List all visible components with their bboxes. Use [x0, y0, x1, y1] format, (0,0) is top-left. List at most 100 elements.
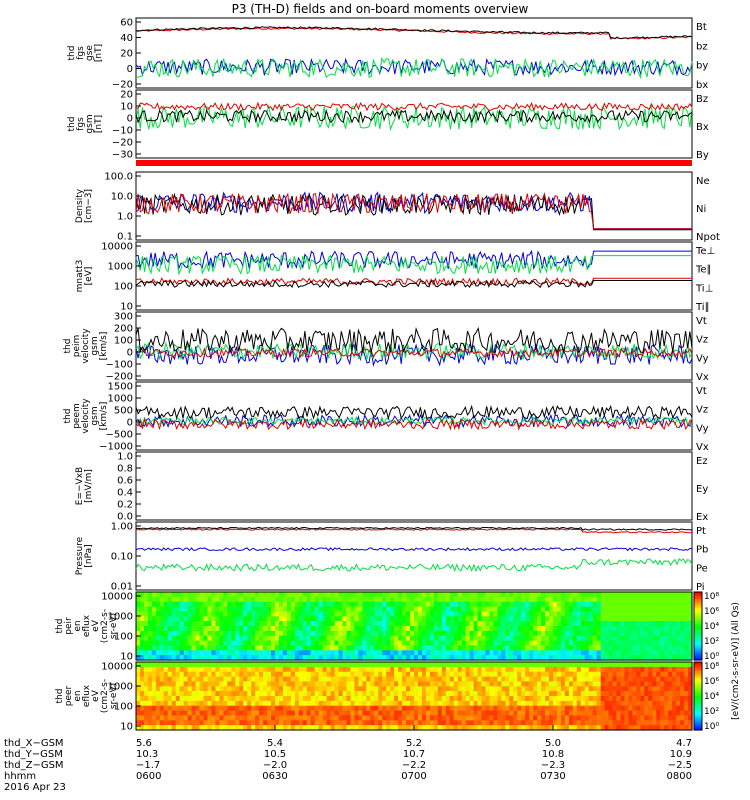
- heatmap-cell: [537, 611, 542, 617]
- heatmap-cell: [203, 671, 209, 678]
- heatmap-cell: [235, 626, 240, 632]
- heatmap-cell: [509, 655, 514, 661]
- heatmap-cell: [410, 666, 415, 673]
- heatmap-cell: [485, 691, 491, 697]
- heatmap-cell: [521, 715, 526, 721]
- heatmap-cell: [521, 621, 526, 627]
- heatmap-cell: [572, 635, 578, 642]
- y-tick-label: 10: [120, 102, 133, 113]
- heatmap-cell: [537, 700, 542, 707]
- y-label-line: [nT]: [94, 44, 104, 62]
- heatmap-cell: [378, 725, 383, 731]
- heatmap-cell: [624, 655, 630, 661]
- heatmap-cell: [525, 626, 530, 632]
- heatmap-cell: [302, 700, 308, 707]
- heatmap-cell: [211, 635, 217, 642]
- heatmap-cell: [183, 630, 189, 637]
- y-tick-label: 20: [120, 49, 133, 60]
- heatmap-cell: [167, 640, 173, 647]
- heatmap-cell: [521, 606, 526, 613]
- heatmap-cell: [310, 635, 316, 642]
- heatmap-cell: [676, 596, 681, 603]
- heatmap-cell: [676, 640, 681, 647]
- heatmap-cell: [521, 592, 526, 598]
- heatmap-cell: [406, 640, 411, 647]
- heatmap-cell: [231, 666, 236, 673]
- heatmap-cell: [684, 662, 689, 668]
- heatmap-cell: [183, 686, 189, 692]
- heatmap-cell: [489, 655, 495, 661]
- heatmap-cell: [521, 686, 526, 692]
- heatmap-cell: [231, 720, 236, 726]
- heatmap-cell: [318, 705, 324, 712]
- heatmap-cell: [449, 720, 455, 726]
- heatmap-cell: [445, 626, 451, 632]
- heatmap-cell: [294, 681, 300, 687]
- heatmap-cell: [457, 696, 463, 702]
- heatmap-cell: [163, 720, 169, 726]
- heatmap-cell: [465, 662, 471, 668]
- heatmap-cell: [394, 645, 399, 651]
- heatmap-cell: [505, 645, 510, 651]
- heatmap-cell: [421, 650, 427, 656]
- heatmap-cell: [298, 725, 304, 731]
- heatmap-cell: [247, 635, 252, 642]
- heatmap-cell: [469, 645, 475, 651]
- y-tick-label: 0.4: [117, 488, 133, 499]
- heatmap-cell: [223, 645, 228, 651]
- heatmap-cell: [414, 592, 419, 598]
- heatmap-cell: [425, 596, 431, 603]
- heatmap-cell: [429, 611, 435, 617]
- heatmap-cell: [652, 635, 657, 642]
- heatmap-cell: [167, 705, 173, 712]
- heatmap-cell: [136, 666, 141, 673]
- heatmap-cell: [207, 705, 213, 712]
- heatmap-cell: [143, 616, 149, 622]
- heatmap-cell: [501, 691, 506, 697]
- heatmap-cell: [425, 626, 431, 632]
- heatmap-cell: [330, 691, 336, 697]
- heatmap-cell: [489, 671, 495, 678]
- heatmap-cell: [398, 720, 403, 726]
- heatmap-cell: [171, 676, 177, 683]
- heatmap-cell: [557, 720, 562, 726]
- heatmap-cell: [513, 715, 518, 721]
- heatmap-cell: [596, 650, 602, 656]
- heatmap-cell: [616, 696, 622, 702]
- heatmap-cell: [660, 592, 665, 598]
- heatmap-cell: [330, 686, 336, 692]
- heatmap-cell: [636, 621, 641, 627]
- heatmap-cell: [521, 676, 526, 683]
- heatmap-cell: [366, 715, 371, 721]
- heatmap-cell: [267, 606, 272, 613]
- heatmap-cell: [541, 700, 546, 707]
- heatmap-cell: [330, 650, 336, 656]
- heatmap-cell: [203, 676, 209, 683]
- heatmap-cell: [636, 681, 641, 687]
- heatmap-cell: [251, 616, 256, 622]
- heatmap-cell: [608, 650, 614, 656]
- heatmap-cell: [251, 700, 256, 707]
- heatmap-cell: [259, 601, 264, 608]
- heatmap-cell: [183, 700, 189, 707]
- heatmap-cell: [553, 705, 558, 712]
- heatmap-cell: [386, 616, 391, 622]
- heatmap-cell: [223, 700, 228, 707]
- heatmap-cell: [239, 592, 244, 598]
- legend-entry: Npot: [696, 232, 720, 243]
- heatmap-cell: [386, 635, 391, 642]
- heatmap-cell: [227, 616, 232, 622]
- heatmap-cell: [370, 720, 375, 726]
- heatmap-cell: [159, 616, 165, 622]
- heatmap-cell: [465, 715, 471, 721]
- heatmap-cell: [648, 626, 653, 632]
- heatmap-cell: [410, 662, 415, 668]
- heatmap-cell: [203, 650, 209, 656]
- colorbar-cell: [694, 621, 702, 625]
- heatmap-cell: [628, 601, 634, 608]
- heatmap-cell: [473, 650, 479, 656]
- heatmap-cell: [493, 601, 498, 608]
- heatmap-cell: [191, 592, 197, 598]
- heatmap-cell: [465, 592, 471, 598]
- heatmap-cell: [370, 696, 375, 702]
